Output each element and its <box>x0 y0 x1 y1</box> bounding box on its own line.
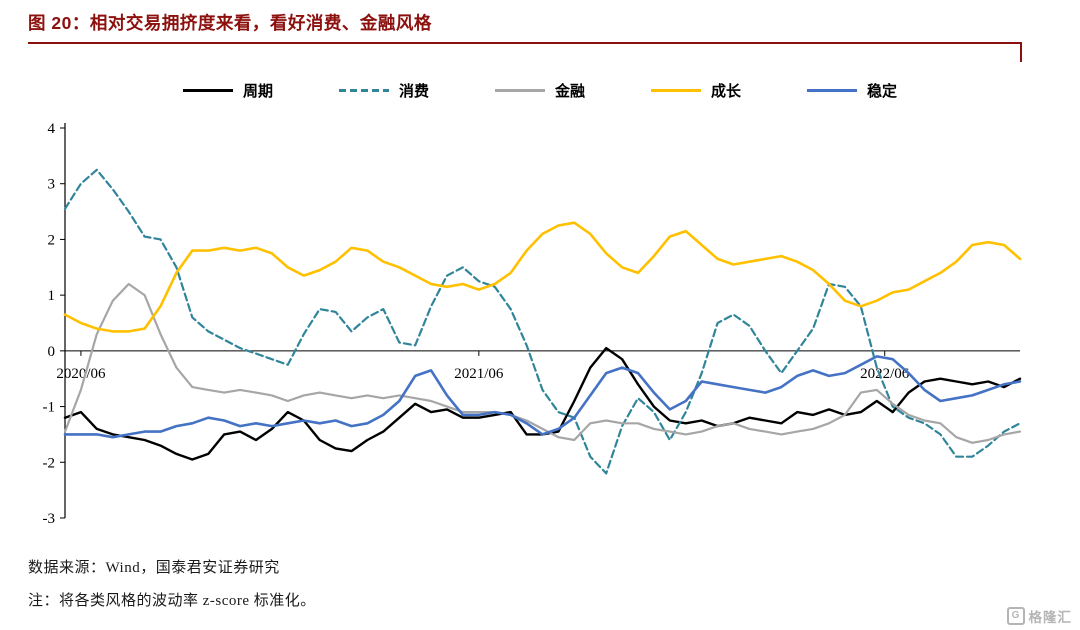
y-tick-label: -1 <box>43 400 56 416</box>
legend-label-finance: 金融 <box>554 84 585 100</box>
gelonghui-watermark: G 格隆汇 <box>1006 606 1073 626</box>
title-underline-tick <box>1020 42 1022 62</box>
legend-item-stability: 稳定 <box>807 80 897 101</box>
legend-label-stability: 稳定 <box>867 84 898 100</box>
legend-item-cycle: 周期 <box>182 80 273 101</box>
y-tick-label: -3 <box>43 511 56 527</box>
figure-note-text: 注：将各类风格的波动率 z-score 标准化。 <box>28 593 316 609</box>
legend-swatch-finance <box>494 89 545 92</box>
gelonghui-watermark-text: 格隆汇 <box>1028 610 1072 625</box>
legend-swatch-consumption <box>338 89 389 92</box>
y-tick-label: 1 <box>48 288 56 304</box>
figure-title: 图 20：相对交易拥挤度来看，看好消费、金融风格 <box>28 13 432 33</box>
series-line-finance <box>63 282 1022 444</box>
series-line-growth <box>63 221 1022 333</box>
series-line-consumption <box>63 168 1022 475</box>
chart-legend: 周期 消费 金融 成长 稳定 <box>0 80 1080 101</box>
legend-label-growth: 成长 <box>711 84 742 100</box>
legend-item-finance: 金融 <box>494 80 585 101</box>
x-tick-label: 2021/06 <box>454 366 504 382</box>
gelonghui-logo-icon: G <box>1006 607 1025 625</box>
series-line-stability <box>63 355 1022 439</box>
y-tick-label: 0 <box>48 344 56 360</box>
x-tick-label: 2022/06 <box>860 366 910 382</box>
legend-swatch-cycle <box>182 89 233 92</box>
legend-item-growth: 成长 <box>651 80 741 101</box>
data-source-text: 数据来源：Wind，国泰君安证券研究 <box>28 560 280 576</box>
legend-swatch-growth <box>651 89 701 92</box>
y-tick-label: -2 <box>43 455 56 471</box>
x-tick-label: 2020/06 <box>56 366 106 382</box>
y-tick-label: 2 <box>48 232 56 248</box>
y-tick-label: 4 <box>48 121 56 137</box>
title-underline <box>28 42 1022 44</box>
legend-item-consumption: 消费 <box>338 80 429 101</box>
y-tick-label: 3 <box>48 177 56 193</box>
legend-label-cycle: 周期 <box>242 84 273 100</box>
legend-swatch-stability <box>807 89 858 92</box>
legend-label-consumption: 消费 <box>398 84 429 100</box>
